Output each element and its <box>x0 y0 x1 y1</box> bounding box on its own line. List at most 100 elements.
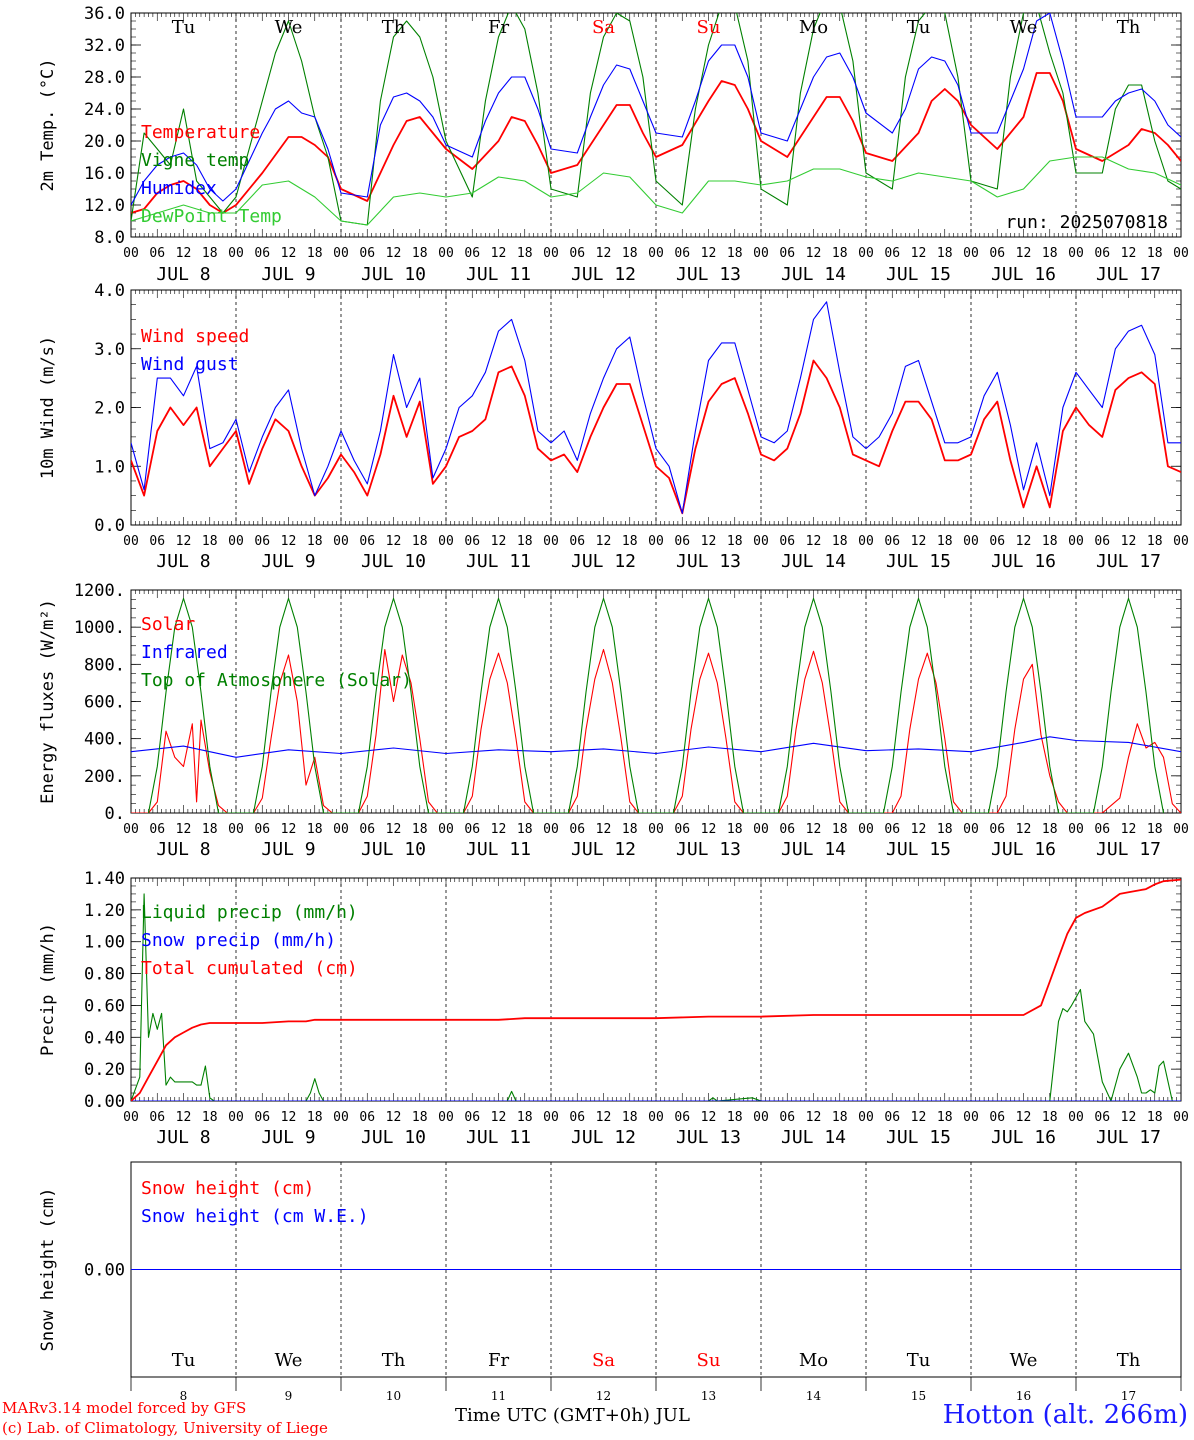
y-tick-label: 0.0 <box>94 516 125 536</box>
date-label: JUL 13 <box>676 1127 741 1148</box>
y-tick-label: 800. <box>84 655 125 675</box>
legend-entry: Solar <box>141 614 195 635</box>
y-axis-label: Energy fluxes (W/m²) <box>38 599 58 804</box>
hour-label: 18 <box>622 534 638 549</box>
y-tick-label: 1.40 <box>84 869 125 889</box>
day-of-week-label: Fr <box>488 17 509 38</box>
hour-label: 12 <box>1121 246 1137 261</box>
hour-label: 06 <box>359 246 375 261</box>
hour-label: 00 <box>123 1110 139 1125</box>
hour-label: 00 <box>1068 534 1084 549</box>
lab-credit-line: (c) Lab. of Climatology, University of L… <box>2 1419 328 1437</box>
hour-label: 18 <box>1042 1110 1058 1125</box>
date-label: JUL 14 <box>781 551 846 572</box>
hour-label: 12 <box>911 534 927 549</box>
hour-label: 06 <box>1094 534 1110 549</box>
day-number-label: 14 <box>806 1389 822 1403</box>
hour-label: 12 <box>806 1110 822 1125</box>
hour-label: 12 <box>386 822 402 837</box>
hour-label: 00 <box>123 534 139 549</box>
y-tick-label: 1000. <box>74 618 125 638</box>
day-number-label: 15 <box>911 1389 926 1403</box>
panel-frame <box>130 589 1182 814</box>
hour-label: 00 <box>648 246 664 261</box>
y-tick-label: 1200. <box>74 581 125 601</box>
hour-label: 18 <box>727 1110 743 1125</box>
hour-label: 12 <box>1121 534 1137 549</box>
hour-label: 12 <box>701 246 717 261</box>
date-label: JUL 8 <box>156 1127 210 1148</box>
legend-entry: Wind speed <box>141 326 249 347</box>
hour-label: 06 <box>989 822 1005 837</box>
hour-label: 12 <box>596 534 612 549</box>
hour-label: 18 <box>937 1110 953 1125</box>
series-line-liquid-precip-mm-h- <box>131 893 1181 1101</box>
hour-label: 12 <box>491 534 507 549</box>
date-label: JUL 8 <box>156 839 210 860</box>
series-line-top-of-atmosphere-solar- <box>147 597 1165 813</box>
y-axis-label: Precip (mm/h) <box>38 923 58 1056</box>
hour-label: 12 <box>386 534 402 549</box>
hour-label: 00 <box>648 534 664 549</box>
hour-label: 18 <box>202 822 218 837</box>
hour-label: 06 <box>149 534 165 549</box>
date-label: JUL 12 <box>571 1127 636 1148</box>
y-tick-label: 0.40 <box>84 1028 125 1048</box>
day-of-week-label: Th <box>382 1350 406 1371</box>
y-tick-label: 1.20 <box>84 901 125 921</box>
hour-label: 00 <box>753 822 769 837</box>
x-axis-title: Time UTC (GMT+0h) JUL <box>455 1405 690 1426</box>
hour-label: 06 <box>254 1110 270 1125</box>
day-of-week-label: Tu <box>172 1350 196 1371</box>
date-label: JUL 17 <box>1096 839 1161 860</box>
legend-entry: Wind gust <box>141 354 239 375</box>
y-axis-label: 2m Temp. (°C) <box>38 58 58 191</box>
date-label: JUL 14 <box>781 264 846 285</box>
hour-label: 18 <box>727 822 743 837</box>
hour-label: 18 <box>517 822 533 837</box>
hour-label: 06 <box>674 822 690 837</box>
hour-label: 00 <box>438 822 454 837</box>
hour-label: 06 <box>569 534 585 549</box>
hour-label: 00 <box>963 822 979 837</box>
hour-label: 06 <box>674 1110 690 1125</box>
y-tick-label: 2.0 <box>94 399 125 419</box>
y-tick-label: 24.0 <box>84 100 125 120</box>
date-label: JUL 13 <box>676 264 741 285</box>
series-line-wind-speed <box>131 359 1181 515</box>
legend-entry: Snow precip (mm/h) <box>141 930 336 951</box>
hour-label: 12 <box>176 1110 192 1125</box>
day-number-label: 13 <box>701 1389 716 1403</box>
day-number-label: 9 <box>285 1389 293 1403</box>
hour-label: 00 <box>333 822 349 837</box>
series-line-total-cumulated-cm- <box>131 878 1181 1101</box>
hour-label: 00 <box>858 822 874 837</box>
date-label: JUL 8 <box>156 264 210 285</box>
hour-label: 06 <box>359 822 375 837</box>
hour-label: 12 <box>701 1110 717 1125</box>
hour-label: 18 <box>202 1110 218 1125</box>
hour-label: 12 <box>281 534 297 549</box>
day-number-label: 12 <box>596 1389 611 1403</box>
legend-entry: DewPoint Temp <box>141 206 282 227</box>
hour-label: 00 <box>123 246 139 261</box>
y-tick-label: 8.0 <box>94 228 125 248</box>
hour-label: 18 <box>307 534 323 549</box>
hour-label: 00 <box>543 1110 559 1125</box>
date-label: JUL 11 <box>466 264 531 285</box>
hour-label: 18 <box>622 822 638 837</box>
hour-label: 12 <box>386 246 402 261</box>
hour-label: 06 <box>779 822 795 837</box>
date-label: JUL 10 <box>361 1127 426 1148</box>
hour-label: 06 <box>1094 246 1110 261</box>
hour-label: 06 <box>1094 1110 1110 1125</box>
hour-label: 00 <box>543 822 559 837</box>
hour-label: 06 <box>464 246 480 261</box>
hour-label: 18 <box>937 822 953 837</box>
model-credit: MARv3.14 model forced by GFS (c) Lab. of… <box>2 1398 328 1438</box>
hour-label: 12 <box>1016 1110 1032 1125</box>
y-axis-label: Snow height (cm) <box>38 1188 58 1352</box>
hour-label: 00 <box>438 534 454 549</box>
hour-label: 12 <box>386 1110 402 1125</box>
hour-label: 00 <box>1173 822 1189 837</box>
